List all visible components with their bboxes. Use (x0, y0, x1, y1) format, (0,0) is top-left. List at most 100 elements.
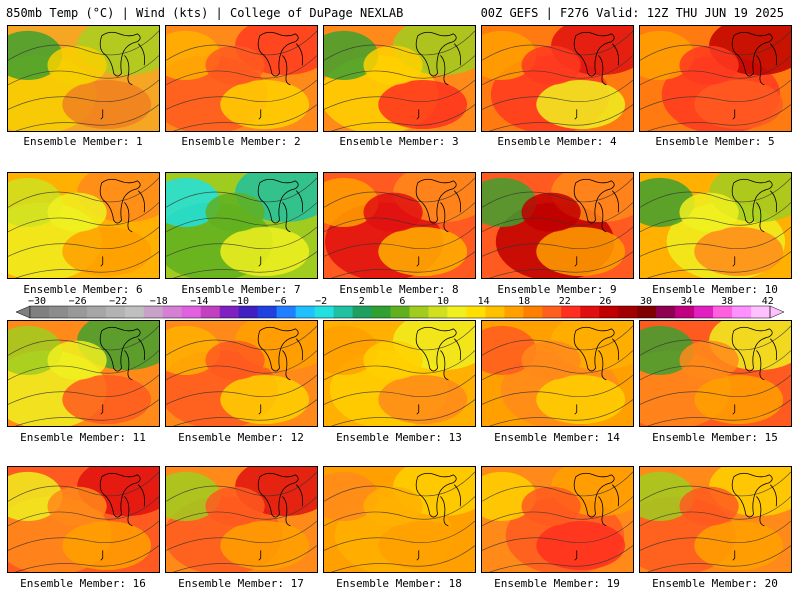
temperature-region (62, 520, 152, 571)
contour-line (640, 202, 791, 233)
contour-line (488, 251, 633, 278)
contour-line (646, 251, 791, 278)
temperature-region (363, 45, 423, 85)
panel-label-8: Ensemble Member: 8 (339, 283, 459, 296)
colorbar-tick-label: 26 (599, 296, 612, 307)
contour-line (482, 496, 633, 527)
contour-line (482, 177, 633, 208)
panel-label-4: Ensemble Member: 4 (497, 135, 617, 148)
temperature-region (363, 192, 423, 232)
contour-line (8, 226, 159, 257)
header: 850mb Temp (°C) | Wind (kts) | College o… (0, 0, 800, 24)
colorbar-tick-label: 38 (721, 296, 734, 307)
colorbar-tick-label: 18 (518, 296, 531, 307)
contour-line (640, 55, 791, 86)
colorbar-segment (675, 306, 695, 318)
contour-line (324, 226, 475, 257)
contour-line (488, 104, 633, 131)
temperature-region (363, 340, 423, 380)
temperature-region (205, 45, 265, 85)
wind-barb-icon (416, 109, 420, 120)
temperature-region (363, 486, 423, 526)
map-panel-10 (639, 172, 792, 279)
temperature-region (205, 340, 265, 380)
colorbar-segment (599, 306, 619, 318)
colorbar-segment (352, 306, 373, 318)
contour-line (324, 202, 475, 233)
colorbar-tick-label: −14 (190, 296, 209, 307)
temperature-region (679, 486, 739, 526)
contour-line (172, 545, 317, 572)
colorbar-segment (219, 306, 240, 318)
map-panel-18 (323, 466, 476, 573)
wind-barb-icon (258, 550, 262, 561)
colorbar-tick-label: 22 (558, 296, 571, 307)
contour-line (640, 520, 791, 551)
contour-line (14, 251, 159, 278)
contour-line (324, 374, 475, 405)
contour-line (330, 251, 475, 278)
contour-line (640, 226, 791, 257)
colorbar-tick-label: 14 (477, 296, 490, 307)
temperature-region (536, 374, 626, 425)
contour-line (646, 545, 791, 572)
contour-line (14, 545, 159, 572)
colorbar-tick-label: −2 (315, 296, 328, 307)
map-panel-1 (7, 25, 160, 132)
colorbar-segment (485, 306, 505, 318)
colorbar-segment (751, 306, 771, 318)
map-panel-4 (481, 25, 634, 132)
temperature-map (640, 467, 791, 572)
great-lakes-outline (573, 472, 619, 527)
panel-label-13: Ensemble Member: 13 (336, 431, 462, 444)
contour-line (172, 399, 317, 426)
temperature-region (205, 192, 265, 232)
contour-line (482, 55, 633, 86)
temperature-region (679, 192, 739, 232)
contour-line (488, 545, 633, 572)
colorbar-labels: −30 −26 −22 −18 −14 −10 −6 −2 2 6 10 14 18 22 26 30 34 38… (0, 296, 800, 308)
colorbar-tick-label: 6 (399, 296, 406, 307)
map-panel-16 (7, 466, 160, 573)
map-panel-3 (323, 25, 476, 132)
contour-line (640, 79, 791, 110)
contour-line (330, 399, 475, 426)
temperature-region (47, 486, 107, 526)
temperature-map (640, 173, 791, 278)
great-lakes-outline (573, 326, 619, 381)
temperature-region (521, 340, 581, 380)
contour-line (324, 496, 475, 527)
contour-line (166, 30, 317, 61)
temperature-map (482, 321, 633, 426)
contour-line (482, 30, 633, 61)
temperature-map (8, 173, 159, 278)
map-panel-20 (639, 466, 792, 573)
colorbar-segment (333, 306, 354, 318)
colorbar-segment (181, 306, 202, 318)
great-lakes-outline (257, 178, 303, 233)
colorbar-segment (67, 306, 88, 318)
contour-line (482, 325, 633, 356)
temperature-region (521, 486, 581, 526)
contour-line (166, 325, 317, 356)
great-lakes-outline (415, 326, 461, 381)
wind-barb-icon (574, 256, 578, 267)
contour-line (640, 325, 791, 356)
contour-line (166, 520, 317, 551)
contour-line (166, 177, 317, 208)
contour-line (8, 202, 159, 233)
contour-line (646, 104, 791, 131)
wind-barb-icon (732, 109, 736, 120)
temperature-region (220, 226, 310, 277)
colorbar-tick-label: −30 (27, 296, 47, 307)
map-panel-17 (165, 466, 318, 573)
wind-barb-icon (258, 256, 262, 267)
panel-label-14: Ensemble Member: 14 (494, 431, 620, 444)
temperature-map (482, 173, 633, 278)
map-panel-12 (165, 320, 318, 427)
colorbar-segment (143, 306, 164, 318)
panel-label-17: Ensemble Member: 17 (178, 577, 304, 590)
colorbar-segment (371, 306, 392, 318)
temperature-map (324, 321, 475, 426)
great-lakes-outline (731, 178, 777, 233)
